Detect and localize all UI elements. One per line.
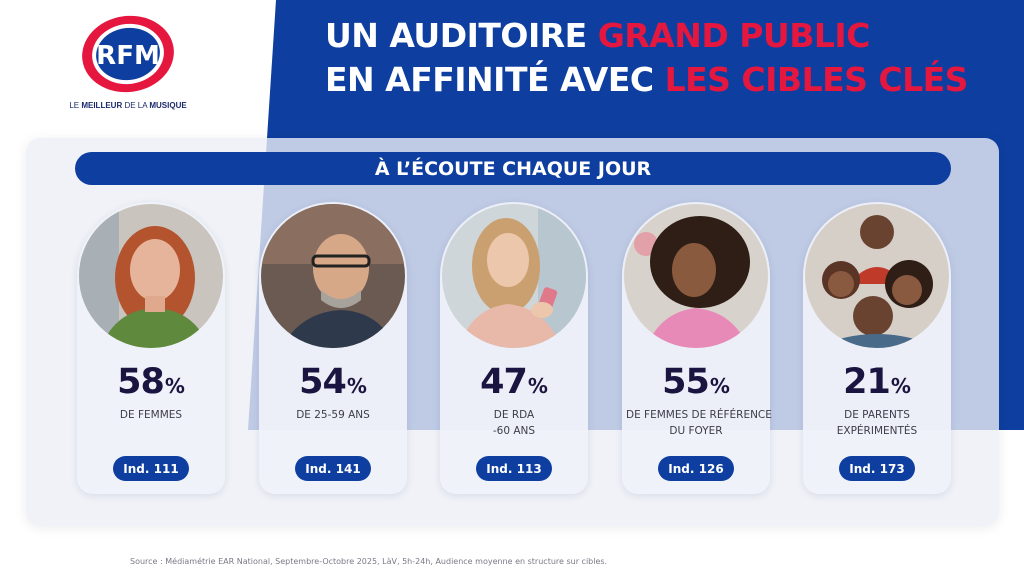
headline-line-1: UN AUDITOIRE GRAND PUBLIC <box>325 16 870 55</box>
stat-card-25-59: 54% DE 25-59 ANS Ind. 141 <box>259 202 407 494</box>
stat-percentage: 58% <box>117 362 185 402</box>
index-badge: Ind. 141 <box>295 456 371 481</box>
source-note: Source : Médiamétrie EAR National, Septe… <box>130 557 608 566</box>
stat-label: DE RDA -60 ANS <box>492 409 536 437</box>
woman-portrait-photo <box>79 204 223 348</box>
stat-card-women: 58% DE FEMMES Ind. 111 <box>77 202 225 494</box>
stat-label: DE FEMMES <box>119 409 183 421</box>
stat-card-women-household: 55% DE FEMMES DE RÉFÉRENCE DU FOYER Ind. … <box>622 202 772 494</box>
stat-percentage: 47% <box>480 362 548 402</box>
man-with-glasses-portrait-photo <box>261 204 405 348</box>
headline-line-2: EN AFFINITÉ AVEC LES CIBLES CLÉS <box>325 60 968 99</box>
index-badge: Ind. 113 <box>476 456 552 481</box>
family-portrait-photo <box>805 204 949 348</box>
stat-card-rda: 47% DE RDA -60 ANS Ind. 113 <box>440 202 588 494</box>
index-badge: Ind. 173 <box>839 456 915 481</box>
headline: UN AUDITOIRE GRAND PUBLIC EN AFFINITÉ AV… <box>325 14 1005 102</box>
rfm-logo: RFM <box>72 8 184 112</box>
woman-curly-hair-portrait-photo <box>624 204 768 348</box>
logo-text: RFM <box>96 41 160 71</box>
stat-card-parents: 21% DE PARENTS EXPÉRIMENTÉS Ind. 173 <box>803 202 951 494</box>
woman-with-phone-portrait-photo <box>442 204 586 348</box>
stat-percentage: 55% <box>662 362 730 402</box>
logo-tagline: LE MEILLEUR DE LA MUSIQUE <box>69 101 187 110</box>
stat-label: DE FEMMES DE RÉFÉRENCE DU FOYER <box>626 409 772 437</box>
index-badge: Ind. 126 <box>658 456 734 481</box>
stat-percentage: 54% <box>299 362 367 402</box>
stat-label: DE 25-59 ANS <box>296 409 370 421</box>
stat-percentage: 21% <box>843 362 911 402</box>
daily-listening-banner: À L’ÉCOUTE CHAQUE JOUR <box>75 152 951 185</box>
index-badge: Ind. 111 <box>113 456 189 481</box>
stat-label: DE PARENTS EXPÉRIMENTÉS <box>836 409 918 437</box>
